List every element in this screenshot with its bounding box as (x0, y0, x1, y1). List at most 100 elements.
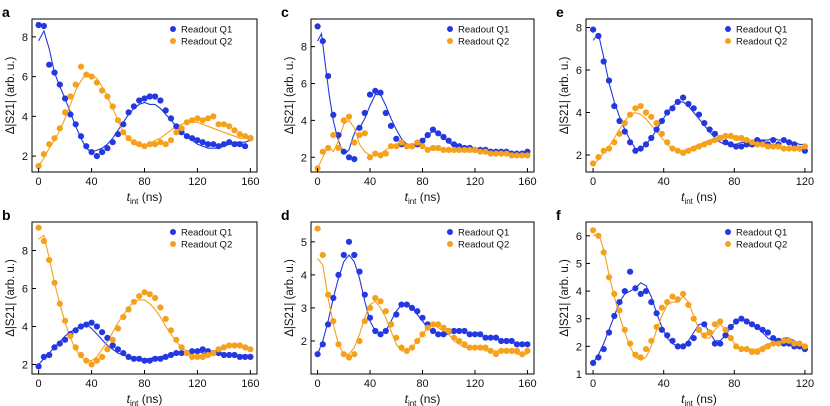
data-point-q1 (220, 351, 227, 359)
data-point-q1 (199, 139, 206, 146)
x-tick-label: 0 (314, 378, 320, 390)
data-point-q1 (99, 329, 106, 336)
data-point-q2 (414, 139, 421, 146)
data-point-q2 (319, 148, 326, 155)
legend-marker-q1 (725, 229, 731, 235)
data-point-q1 (146, 93, 153, 100)
data-point-q1 (372, 327, 379, 335)
data-point-q1 (440, 133, 447, 141)
data-point-q1 (770, 335, 777, 342)
data-point-q2 (727, 335, 734, 342)
data-point-q2 (173, 129, 180, 136)
data-point-q2 (372, 294, 379, 302)
data-point-q2 (727, 132, 734, 139)
data-point-q2 (62, 317, 69, 324)
data-point-q2 (492, 150, 500, 157)
data-point-q1 (377, 89, 384, 96)
data-point-q1 (733, 143, 740, 150)
data-point-q2 (83, 71, 90, 78)
data-point-q1 (361, 291, 368, 298)
data-point-q2 (109, 336, 116, 343)
data-point-q2 (733, 343, 740, 350)
data-point-q2 (685, 301, 692, 308)
y-tick-label: 4 (22, 111, 28, 123)
x-tick-label: 0 (314, 176, 320, 188)
y-tick-label: 1 (576, 369, 582, 381)
data-point-q2 (361, 318, 368, 325)
data-point-q2 (780, 337, 787, 344)
x-tick-label: 160 (241, 378, 259, 390)
data-point-q2 (605, 274, 613, 281)
data-point-q1 (56, 340, 63, 347)
data-point-q2 (314, 225, 321, 232)
data-point-q1 (93, 323, 100, 330)
data-point-q2 (157, 139, 164, 146)
data-point-q1 (632, 147, 639, 154)
data-point-q1 (513, 341, 521, 348)
data-point-q1 (136, 97, 143, 104)
data-point-q2 (664, 299, 671, 306)
data-point-q1 (157, 355, 164, 362)
data-point-q1 (711, 340, 719, 347)
data-point-q2 (674, 296, 681, 303)
legend-label-q2: Readout Q2 (736, 37, 787, 48)
data-point-q1 (167, 115, 175, 122)
data-point-q2 (627, 340, 634, 347)
data-point-q2 (764, 343, 772, 350)
data-point-q1 (215, 143, 222, 150)
data-point-q2 (519, 351, 526, 358)
data-point-q1 (162, 353, 169, 360)
legend-label-q1: Readout Q1 (181, 25, 232, 36)
data-point-q2 (477, 148, 484, 155)
data-point-q2 (194, 353, 201, 360)
data-point-q2 (508, 347, 515, 354)
data-point-q1 (669, 105, 676, 112)
data-point-q1 (382, 109, 389, 117)
y-tick-label: 8 (576, 23, 582, 35)
data-point-q1 (717, 340, 724, 347)
data-point-q2 (361, 130, 368, 137)
data-point-q1 (325, 321, 332, 328)
panel-letter: a (2, 4, 10, 20)
data-point-q2 (466, 344, 473, 351)
data-point-q2 (183, 350, 190, 357)
y-axis-label: Δ|S21| (arb. u.) (284, 259, 296, 337)
data-point-q1 (226, 139, 233, 146)
data-point-q2 (785, 145, 793, 152)
data-point-q2 (99, 87, 106, 94)
data-point-q2 (194, 115, 201, 122)
x-tick-label: 80 (138, 378, 150, 390)
panel-letter: f (556, 207, 561, 223)
y-tick-label: 6 (576, 65, 582, 77)
x-tick-label: 0 (36, 176, 42, 188)
data-point-q1 (146, 357, 153, 364)
data-point-q2 (637, 354, 644, 361)
x-axis-label: tint (ns) (405, 392, 441, 406)
data-point-q2 (40, 151, 48, 158)
x-axis-label: tint (ns) (681, 392, 717, 406)
data-point-q2 (210, 350, 217, 357)
data-point-q2 (503, 347, 510, 354)
data-point-q2 (199, 353, 206, 360)
data-point-q1 (72, 121, 79, 128)
data-point-q1 (738, 315, 745, 322)
data-point-q2 (748, 348, 756, 355)
data-point-q1 (648, 299, 655, 306)
data-point-q2 (498, 150, 505, 157)
data-point-q1 (335, 132, 342, 139)
fit-line-q2 (38, 74, 251, 167)
data-point-q1 (669, 337, 676, 344)
data-point-q1 (356, 268, 363, 275)
data-point-q1 (104, 334, 111, 341)
data-point-q1 (88, 149, 95, 156)
x-tick-label: 80 (416, 176, 428, 188)
x-axis-label: tint (ns) (405, 190, 441, 206)
data-point-q1 (99, 149, 106, 156)
y-tick-label: 2 (301, 336, 307, 348)
data-point-q2 (621, 120, 628, 127)
data-point-q2 (51, 135, 58, 142)
data-point-q1 (314, 23, 321, 30)
panel-f: 0 40 80 120 1 2 3 4 5 6 f Δ|S21| (arb. u.) tint (ns)… (556, 207, 814, 406)
data-point-q1 (51, 69, 58, 76)
data-point-q1 (62, 336, 69, 343)
